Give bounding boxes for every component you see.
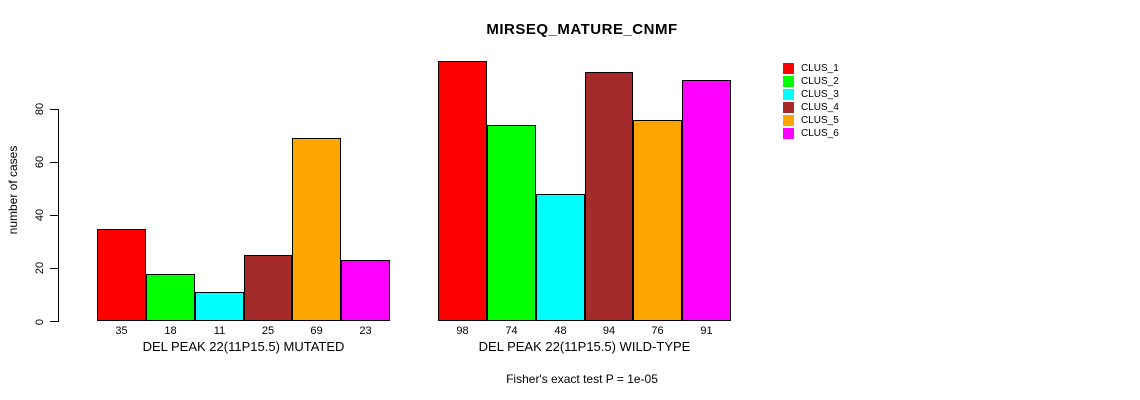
- y-axis-tick-label: 80: [34, 102, 46, 116]
- bar-clus_2: [487, 124, 536, 322]
- y-axis-tick-label: 40: [34, 209, 46, 222]
- legend-swatch-clus_3: [783, 89, 794, 100]
- legend-label: CLUS_1: [801, 63, 839, 74]
- bar-value-label: 48: [554, 325, 567, 337]
- y-axis-tick-label: 0: [34, 318, 46, 325]
- bar-clus_1: [438, 61, 487, 322]
- bar-clus_6: [341, 260, 390, 322]
- bar-value-label: 94: [602, 325, 616, 337]
- legend-row: CLUS_3: [783, 88, 839, 101]
- bar-value-label: 76: [651, 325, 664, 337]
- bar-value-label: 91: [700, 325, 713, 337]
- bar-value-label: 23: [359, 325, 372, 337]
- group-label: DEL PEAK 22(11P15.5) MUTATED: [142, 339, 345, 354]
- y-axis-tick: [50, 108, 58, 110]
- bar-value-label: 98: [456, 325, 469, 337]
- y-axis-tick: [50, 214, 58, 216]
- legend-row: CLUS_1: [783, 62, 839, 75]
- y-axis-tick: [50, 321, 58, 322]
- legend-swatch-clus_6: [783, 128, 794, 139]
- bar-clus_4: [585, 71, 633, 322]
- bar-clus_2: [146, 273, 195, 322]
- bar-clus_4: [244, 255, 292, 322]
- legend-row: CLUS_2: [783, 75, 839, 88]
- legend-row: CLUS_6: [783, 127, 839, 140]
- bar-value-label: 69: [310, 325, 323, 337]
- y-axis-tick-label: 20: [34, 262, 46, 275]
- fisher-test-annotation: Fisher's exact test P = 1e-05: [506, 372, 658, 386]
- bar-value-label: 18: [164, 325, 177, 337]
- legend-swatch-clus_2: [783, 76, 794, 87]
- legend-row: CLUS_4: [783, 101, 839, 114]
- y-axis-line: [58, 109, 59, 322]
- bar-clus_6: [682, 79, 731, 322]
- bar-clus_5: [292, 138, 341, 322]
- bar-clus_1: [97, 228, 146, 322]
- y-axis-tick: [50, 267, 58, 269]
- legend-swatch-clus_5: [783, 115, 794, 126]
- bar-value-label: 25: [261, 325, 275, 337]
- legend-label: CLUS_6: [801, 128, 839, 139]
- legend-label: CLUS_5: [801, 115, 839, 126]
- group-label: DEL PEAK 22(11P15.5) WILD-TYPE: [478, 339, 691, 354]
- bar-value-label: 74: [505, 325, 518, 337]
- y-axis-tick: [50, 161, 58, 163]
- bar-value-label: 35: [115, 325, 128, 337]
- bar-value-label: 11: [213, 325, 226, 337]
- y-axis-tick-label: 60: [34, 156, 46, 169]
- legend-row: CLUS_5: [783, 114, 839, 127]
- legend: CLUS_1 CLUS_2 CLUS_3 CLUS_4 CLUS_5 CLUS_6: [783, 62, 839, 140]
- legend-label: CLUS_3: [801, 89, 839, 100]
- legend-swatch-clus_4: [783, 102, 794, 113]
- chart-title: MIRSEQ_MATURE_CNMF: [486, 21, 678, 38]
- legend-label: CLUS_2: [801, 76, 839, 87]
- legend-swatch-clus_1: [783, 63, 794, 74]
- legend-label: CLUS_4: [801, 102, 839, 113]
- bar-clus_5: [633, 119, 682, 322]
- bar-clus_3: [536, 194, 585, 322]
- bar-clus_3: [195, 292, 244, 322]
